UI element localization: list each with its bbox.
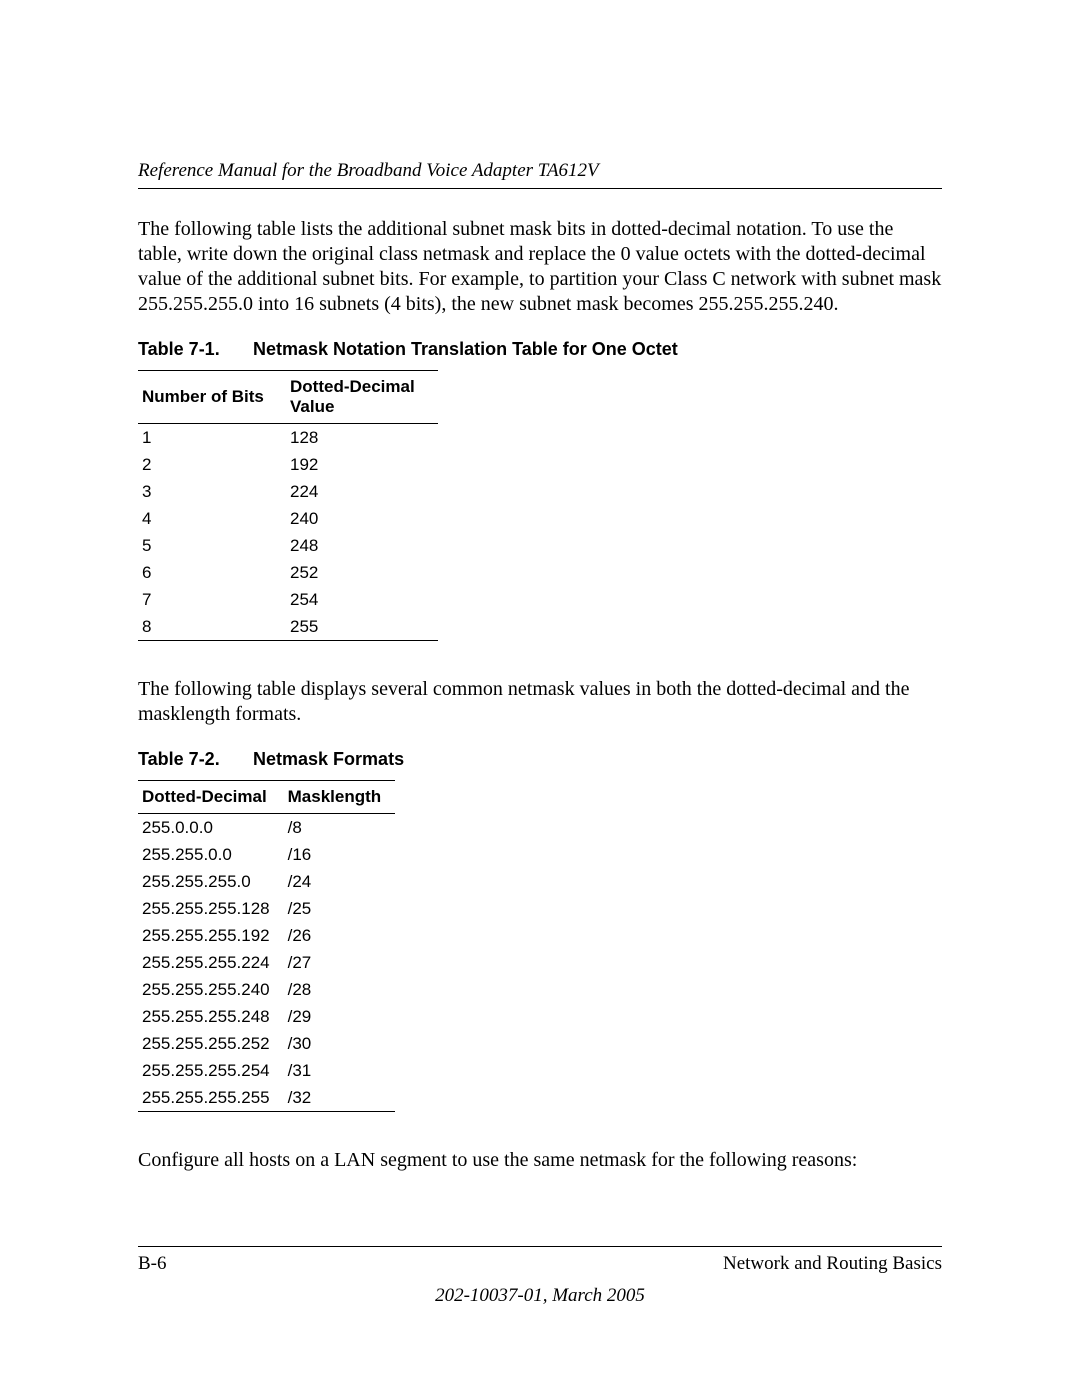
table-cell: /31 [284, 1057, 396, 1084]
table2-body: 255.0.0.0/8255.255.0.0/16255.255.255.0/2… [138, 814, 395, 1112]
table-cell: 1 [138, 424, 286, 452]
table-row: 255.255.255.248/29 [138, 1003, 395, 1030]
table-cell: 240 [286, 505, 438, 532]
table-row: 255.255.255.240/28 [138, 976, 395, 1003]
table-cell: /30 [284, 1030, 396, 1057]
table-cell: 3 [138, 478, 286, 505]
table-cell: 8 [138, 613, 286, 641]
table2: Dotted-Decimal Masklength 255.0.0.0/8255… [138, 780, 395, 1112]
table-row: 255.0.0.0/8 [138, 814, 395, 842]
table-cell: 255.255.0.0 [138, 841, 284, 868]
table-cell: 255.255.255.248 [138, 1003, 284, 1030]
table-row: 6252 [138, 559, 438, 586]
table-row: 255.255.255.128/25 [138, 895, 395, 922]
table-row: 2192 [138, 451, 438, 478]
table-row: 255.255.255.252/30 [138, 1030, 395, 1057]
table1-caption: Table 7-1. Netmask Notation Translation … [138, 339, 942, 360]
footer-docid: 202-10037-01, March 2005 [138, 1285, 942, 1307]
table-row: 8255 [138, 613, 438, 641]
table-cell: 7 [138, 586, 286, 613]
table1-number: Table 7-1. [138, 339, 248, 360]
table-cell: 128 [286, 424, 438, 452]
table-row: 255.255.255.192/26 [138, 922, 395, 949]
table-cell: /26 [284, 922, 396, 949]
table-cell: 255.255.255.224 [138, 949, 284, 976]
table2-col1: Masklength [284, 781, 396, 814]
table-cell: 255.255.255.255 [138, 1084, 284, 1112]
running-header: Reference Manual for the Broadband Voice… [138, 160, 942, 189]
table-cell: 255.255.255.192 [138, 922, 284, 949]
table-row: 1128 [138, 424, 438, 452]
table2-title: Netmask Formats [253, 749, 404, 769]
table-cell: 254 [286, 586, 438, 613]
footer-section: Network and Routing Basics [723, 1253, 942, 1275]
table-cell: 255.255.255.0 [138, 868, 284, 895]
table-cell: 255.255.255.240 [138, 976, 284, 1003]
table-cell: /25 [284, 895, 396, 922]
table-cell: 2 [138, 451, 286, 478]
table-cell: 192 [286, 451, 438, 478]
table-row: 255.255.255.224/27 [138, 949, 395, 976]
table-cell: /24 [284, 868, 396, 895]
paragraph-after: Configure all hosts on a LAN segment to … [138, 1148, 942, 1173]
table-row: 3224 [138, 478, 438, 505]
table2-col0: Dotted-Decimal [138, 781, 284, 814]
table2-number: Table 7-2. [138, 749, 248, 770]
table-row: 255.255.255.255/32 [138, 1084, 395, 1112]
table-cell: 255.255.255.254 [138, 1057, 284, 1084]
table1-body: 11282192322442405248625272548255 [138, 424, 438, 641]
table-cell: /32 [284, 1084, 396, 1112]
paragraph-between: The following table displays several com… [138, 677, 942, 727]
table-cell: /16 [284, 841, 396, 868]
table1-header-row: Number of Bits Dotted-Decimal Value [138, 371, 438, 424]
table2-caption: Table 7-2. Netmask Formats [138, 749, 942, 770]
table-row: 7254 [138, 586, 438, 613]
table-cell: 255 [286, 613, 438, 641]
table-cell: 255.0.0.0 [138, 814, 284, 842]
table-row: 255.255.255.0/24 [138, 868, 395, 895]
table-row: 5248 [138, 532, 438, 559]
table-row: 255.255.0.0/16 [138, 841, 395, 868]
table-cell: /27 [284, 949, 396, 976]
table1-col1: Dotted-Decimal Value [286, 371, 438, 424]
table-cell: /28 [284, 976, 396, 1003]
table-cell: /29 [284, 1003, 396, 1030]
table-cell: /8 [284, 814, 396, 842]
table-row: 255.255.255.254/31 [138, 1057, 395, 1084]
paragraph-intro: The following table lists the additional… [138, 217, 942, 317]
table-cell: 255.255.255.128 [138, 895, 284, 922]
table2-header-row: Dotted-Decimal Masklength [138, 781, 395, 814]
table-cell: 6 [138, 559, 286, 586]
table-cell: 4 [138, 505, 286, 532]
table1-col0: Number of Bits [138, 371, 286, 424]
footer-page-number: B-6 [138, 1253, 167, 1275]
table-cell: 248 [286, 532, 438, 559]
page-footer: B-6 Network and Routing Basics 202-10037… [138, 1246, 942, 1307]
table1-title: Netmask Notation Translation Table for O… [253, 339, 678, 359]
document-page: Reference Manual for the Broadband Voice… [0, 0, 1080, 1397]
table1: Number of Bits Dotted-Decimal Value 1128… [138, 370, 438, 641]
table-row: 4240 [138, 505, 438, 532]
table-cell: 5 [138, 532, 286, 559]
table-cell: 252 [286, 559, 438, 586]
table-cell: 224 [286, 478, 438, 505]
table-cell: 255.255.255.252 [138, 1030, 284, 1057]
